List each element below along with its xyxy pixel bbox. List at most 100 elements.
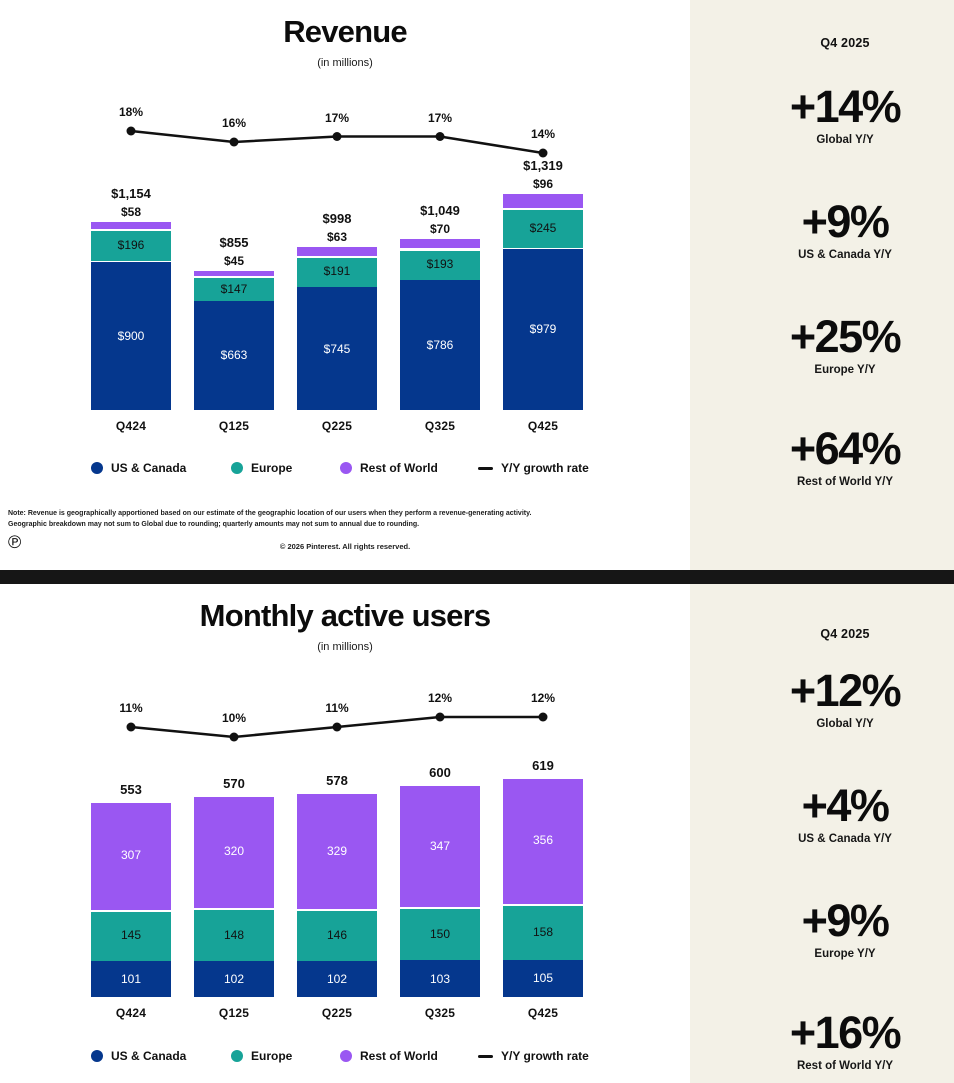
growth-line-point [538, 148, 548, 158]
growth-rate-label: 11% [325, 701, 349, 715]
growth-rate-label: 14% [530, 127, 556, 141]
legend-dot-swatch [340, 462, 352, 474]
bar-segment-value: 158 [532, 924, 554, 939]
growth-line-point [538, 712, 548, 722]
stat-label: Europe Y/Y [814, 364, 876, 376]
stat-label: Rest of World Y/Y [796, 476, 894, 488]
bar-total-label: 578 [326, 772, 348, 788]
growth-rate-label: 11% [119, 701, 143, 715]
bar-segment-value: 103 [429, 971, 451, 986]
bar-segment-rest-of-world [194, 268, 274, 277]
bar-segment-value: $979 [529, 322, 557, 337]
bar-segment-europe [297, 909, 377, 961]
bar-segment-value: $663 [220, 348, 248, 363]
bar-segment-us-canada [194, 960, 274, 997]
stat-label: US & Canada Y/Y [798, 833, 892, 845]
bar-segment-us-canada [400, 960, 480, 997]
revenue-sidebar: Q4 2025 +14% Global Y/Y +9% US & Canada … [690, 0, 954, 570]
bar-total-label: $1,154 [111, 185, 151, 201]
growth-line-point [332, 722, 342, 732]
bar-top-segment-label: $70 [429, 221, 451, 236]
stat-value: +25% [789, 311, 902, 362]
bar-segment-rest-of-world [194, 794, 274, 909]
growth-rate-label: 17% [324, 110, 350, 125]
bar-segment-value: $196 [117, 238, 145, 253]
stat-label: Global Y/Y [816, 134, 874, 146]
bar-segment-rest-of-world [297, 245, 377, 256]
growth-rate-label: 17% [427, 110, 453, 125]
bar-segment-rest-of-world [503, 192, 583, 208]
x-axis-label: Q425 [527, 419, 559, 433]
mau-chart-area: Monthly active users (in millions) 11% 10… [0, 584, 690, 1083]
pinterest-logo-icon: ℗ [8, 532, 22, 552]
bar-segment-us-canada [91, 261, 171, 410]
stat-rest-of-world-yy: +64% Rest of World Y/Y [736, 426, 954, 488]
bar-segment-us-canada [400, 280, 480, 410]
bar-segment-value: 145 [120, 928, 142, 943]
bar-segment-rest-of-world [503, 777, 583, 904]
growth-line-chart [126, 126, 548, 158]
bar-segment-value: 347 [429, 838, 451, 853]
stat-value: +12% [789, 665, 902, 716]
growth-line-point [229, 732, 239, 742]
bar-segment-rest-of-world [297, 792, 377, 909]
stat-value: +16% [789, 1007, 902, 1058]
legend-label: US & Canada [111, 461, 187, 475]
bar-segment-value: 307 [120, 848, 142, 863]
legend-item-europe: Europe [231, 461, 292, 475]
legend-line-swatch [478, 1054, 493, 1058]
growth-rate-label: 16% [221, 116, 247, 130]
stat-value: +9% [801, 196, 890, 247]
growth-line-point [435, 712, 445, 722]
bar-segment-us-canada [503, 248, 583, 410]
growth-line-chart [126, 712, 548, 742]
legend-dot-swatch [91, 462, 103, 474]
footnote-line-1: Note: Revenue is geographically apportio… [8, 510, 532, 517]
stat-label: US & Canada Y/Y [798, 249, 892, 261]
mau-plot: 11% 10% 11% 12% 12% 101 145 307 553 Q424 102 148 320… [0, 584, 690, 1083]
bar-segment-europe [91, 229, 171, 262]
x-axis-label: Q424 [115, 1006, 147, 1020]
bar-segment-value: 329 [326, 843, 348, 858]
x-axis-label: Q125 [218, 419, 250, 433]
bar-segment-europe [194, 908, 274, 961]
legend-item-rest-of-world: Rest of World [340, 461, 438, 475]
legend-item-us-canada: US & Canada [91, 1049, 186, 1063]
bar-total-label: 600 [429, 765, 451, 780]
bar-segment-rest-of-world [91, 219, 171, 230]
bar-segment-us-canada [194, 300, 274, 410]
bar-segment-us-canada [91, 961, 171, 997]
growth-rate-label: 12% [530, 691, 556, 705]
bar-total-label: $855 [219, 234, 249, 250]
bar-segment-europe [503, 903, 583, 960]
stat-value: +4% [801, 780, 890, 831]
revenue-title: Revenue [283, 14, 407, 49]
growth-line-point [126, 722, 136, 732]
stat-value: +9% [801, 895, 890, 946]
bar-segment-value: 102 [326, 971, 348, 986]
x-axis-label: Q225 [321, 1006, 353, 1020]
bar-total-label: 570 [223, 775, 245, 791]
bar-top-segment-label: $58 [120, 204, 142, 219]
legend-dot-swatch [340, 1050, 352, 1062]
mau-subtitle: (in millions) [317, 641, 373, 653]
bar-segment-europe [297, 255, 377, 288]
bar-segment-rest-of-world [400, 784, 480, 908]
stat-value: +14% [789, 81, 902, 132]
revenue-footnote: Note: Revenue is geographically apportio… [8, 509, 568, 530]
x-axis-label: Q425 [527, 1006, 559, 1020]
period-label: Q4 2025 [820, 36, 870, 50]
stat-value: +64% [789, 423, 902, 474]
bar-segment-europe [503, 208, 583, 249]
stat-europe-yy: +9% Europe Y/Y [736, 898, 954, 960]
stat-us-canada-yy: +4% US & Canada Y/Y [736, 783, 954, 845]
x-axis-label: Q325 [424, 1006, 456, 1020]
growth-rate-label: 18% [118, 105, 144, 119]
stat-global-yy: +14% Global Y/Y [736, 84, 954, 146]
bar-segment-value: 102 [223, 971, 245, 986]
legend-item-y-y-growth-rate: Y/Y growth rate [478, 461, 589, 475]
mau-sidebar: Q4 2025 +12% Global Y/Y +4% US & Canada … [690, 584, 954, 1083]
bar-segment-value: 146 [326, 927, 348, 942]
legend-item-europe: Europe [231, 1049, 292, 1063]
